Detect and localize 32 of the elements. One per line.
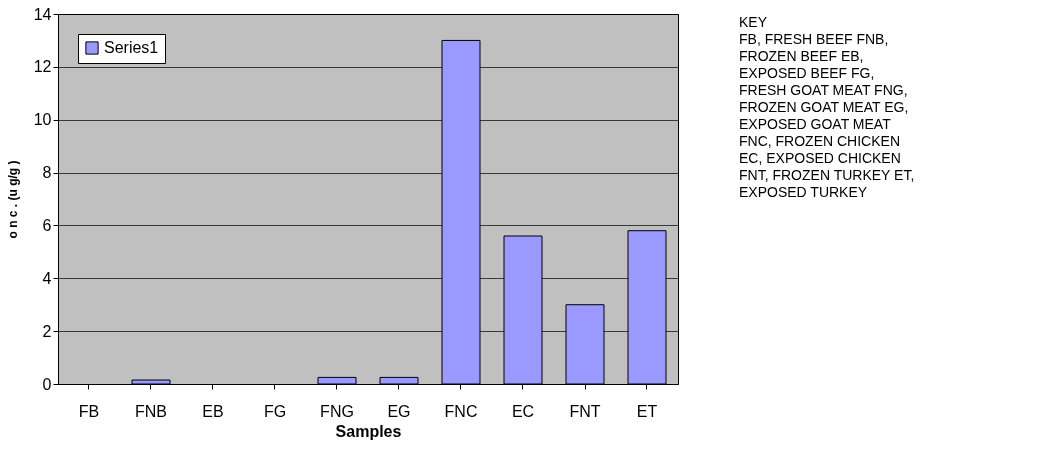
y-tick-label: 8 xyxy=(42,164,52,182)
x-tick-label: FB xyxy=(78,402,100,420)
y-tick-label: 2 xyxy=(42,322,52,340)
text: FNC, FROZEN CHICKEN xyxy=(739,132,900,149)
text: EXPOSED BEEF FG, xyxy=(739,64,875,81)
legend-label: Series1 xyxy=(104,39,159,56)
y-tick-label: 10 xyxy=(33,111,52,129)
y-tick-label: 12 xyxy=(33,58,52,76)
x-tick-label: FNT xyxy=(569,402,601,420)
x-tick-label: FG xyxy=(263,402,287,420)
text: EXPOSED TURKEY xyxy=(739,183,868,200)
text: FNT, FROZEN TURKEY ET, xyxy=(739,166,915,183)
y-tick-label: 14 xyxy=(33,5,52,23)
y-tick-label: 6 xyxy=(42,216,52,234)
text: KEY xyxy=(739,13,768,30)
x-tick-label: ET xyxy=(636,402,658,420)
x-tick-label: EB xyxy=(202,402,224,420)
x-tick-label: FNC xyxy=(444,402,478,420)
x-tick-label: EC xyxy=(511,402,535,420)
x-tick-label: FNG xyxy=(320,402,354,420)
text: FROZEN GOAT MEAT EG, xyxy=(739,98,909,115)
x-tick-label: EG xyxy=(387,402,411,420)
y-axis-title: o n c . (u g/g ) xyxy=(5,160,20,239)
text: EXPOSED GOAT MEAT xyxy=(739,115,892,132)
text: FRESH GOAT MEAT FNG, xyxy=(739,81,908,98)
x-axis-title: Samples xyxy=(335,422,402,440)
x-tick-label: FNB xyxy=(135,402,167,420)
y-tick-label: 4 xyxy=(42,269,52,287)
text: EC, EXPOSED CHICKEN xyxy=(739,149,901,166)
y-tick-label: 0 xyxy=(42,375,52,393)
text: FROZEN BEEF EB, xyxy=(739,47,864,64)
text: FB, FRESH BEEF FNB, xyxy=(739,30,889,47)
